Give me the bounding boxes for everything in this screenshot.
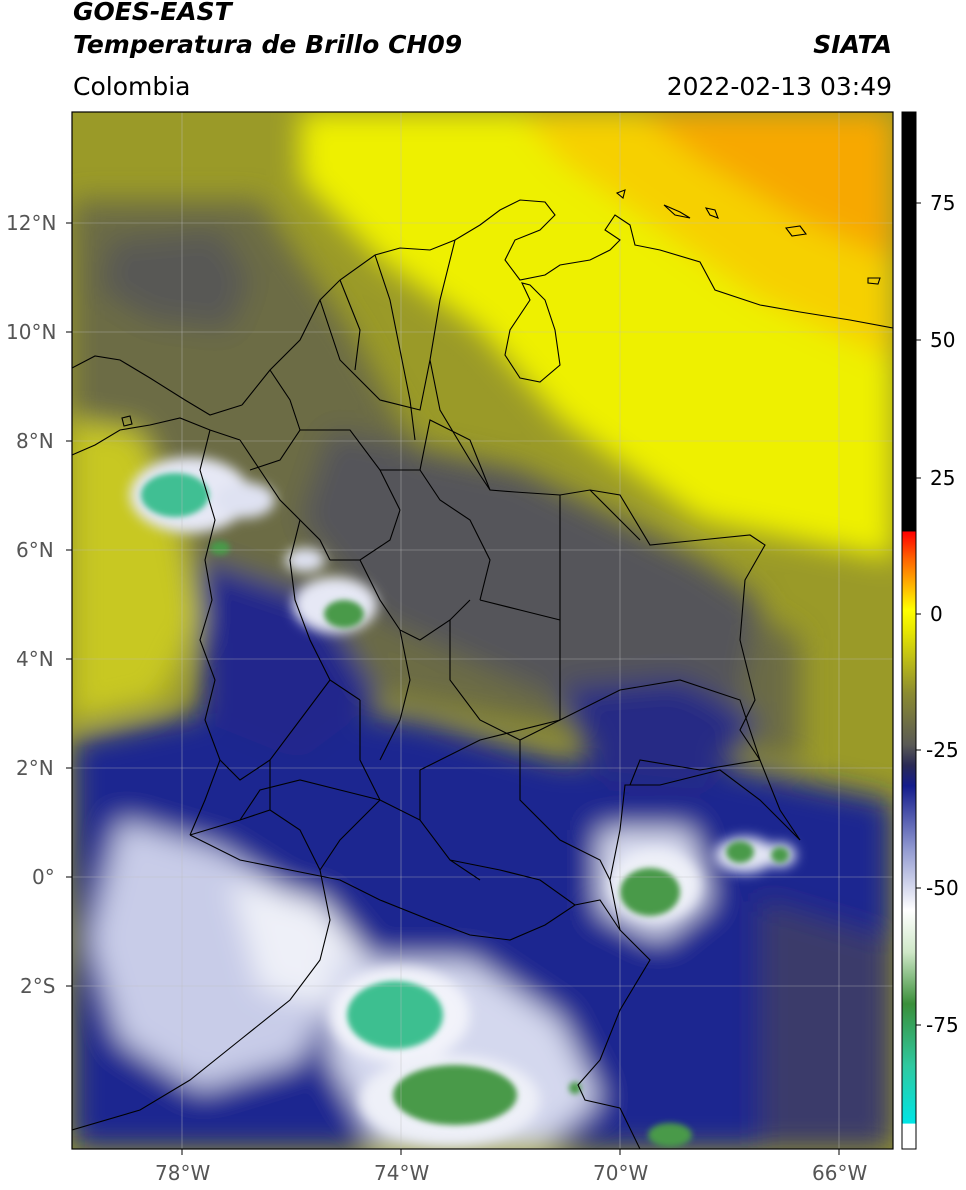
colorbar-scale bbox=[901, 111, 917, 1150]
colorbar-tick-label: -25 bbox=[926, 738, 959, 762]
region-label: Colombia bbox=[73, 72, 191, 101]
lat-tick-label: 4°N bbox=[16, 647, 54, 671]
colorbar-tick-label: -75 bbox=[926, 1013, 959, 1037]
colorbar-tick-label: 0 bbox=[930, 602, 943, 626]
colorbar-tick-label: 25 bbox=[930, 466, 956, 490]
colorbar-tick-label: -50 bbox=[926, 876, 959, 900]
lon-tick-label: 74°W bbox=[374, 1161, 430, 1185]
lon-tick-label: 66°W bbox=[812, 1161, 868, 1185]
colorbar-tick-label: 50 bbox=[930, 328, 956, 352]
lon-tick-label: 78°W bbox=[155, 1161, 211, 1185]
colorbar-tick-label: 75 bbox=[930, 191, 956, 215]
lat-tick-label: 0° bbox=[32, 865, 55, 889]
lat-tick-label: 2°S bbox=[20, 974, 56, 998]
axis-ticks bbox=[66, 222, 840, 1155]
colorbar bbox=[901, 111, 921, 1150]
satellite-title: GOES-EAST bbox=[73, 0, 232, 26]
map-frame bbox=[71, 111, 894, 1150]
lon-tick-label: 70°W bbox=[593, 1161, 649, 1185]
agency-label: SIATA bbox=[813, 30, 892, 59]
political-borders bbox=[72, 199, 893, 1149]
brightness-temperature-field bbox=[72, 112, 893, 1149]
lat-tick-label: 8°N bbox=[16, 429, 54, 453]
lat-tick-label: 10°N bbox=[6, 320, 57, 344]
caribbean-islands bbox=[121, 189, 881, 427]
datetime-label: 2022-02-13 03:49 bbox=[666, 72, 892, 101]
product-title: Temperatura de Brillo CH09 bbox=[73, 30, 463, 59]
lat-tick-label: 2°N bbox=[16, 756, 54, 780]
lat-tick-label: 12°N bbox=[6, 211, 57, 235]
lat-tick-label: 6°N bbox=[16, 538, 54, 562]
